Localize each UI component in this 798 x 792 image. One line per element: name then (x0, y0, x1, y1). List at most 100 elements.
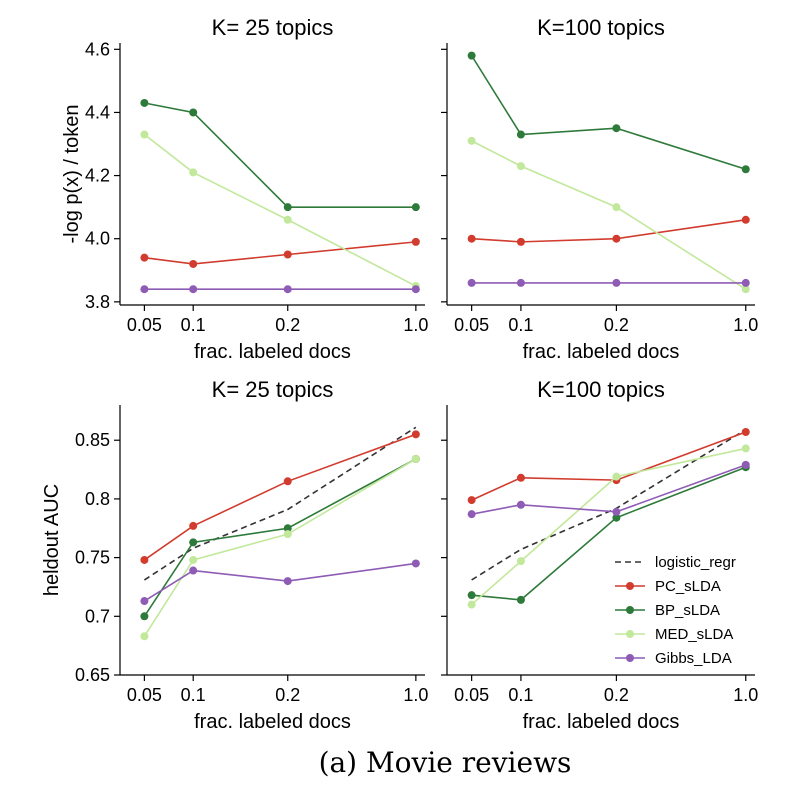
x-tick-label: 0.1 (181, 685, 206, 705)
x-tick-label: 0.1 (181, 315, 206, 335)
data-point-Gibbs_LDA (283, 577, 292, 586)
series-line-logistic_regr (143, 426, 417, 581)
data-point-Gibbs_LDA (189, 285, 198, 294)
data-point-Gibbs_LDA (516, 278, 525, 287)
panel-k25-auc: K= 25 topics 0.05 0.1 0.2 1.0 frac. labeled d… (41, 377, 428, 733)
data-point-BP_sLDA (516, 130, 525, 139)
y-axis-label: -log p(x) / token (61, 105, 83, 244)
x-tick-label: 0.2 (275, 315, 300, 335)
data-point-BP_sLDA (189, 538, 198, 547)
data-point-BP_sLDA (467, 591, 476, 600)
y-tick-label: 0.65 (75, 665, 110, 685)
data-point-PC_sLDA (189, 259, 198, 268)
series-line-MED_sLDA (471, 140, 747, 290)
data-point-PC_sLDA (283, 250, 292, 259)
x-axis-label: frac. labeled docs (523, 341, 680, 363)
data-point-PC_sLDA (140, 253, 149, 262)
x-tick-label: 0.1 (508, 685, 533, 705)
x-tick-label: 0.2 (604, 685, 629, 705)
series-line-BP_sLDA (470, 55, 747, 171)
series-line-PC_sLDA (143, 433, 417, 561)
x-tick-label: 0.1 (508, 315, 533, 335)
data-point-MED_sLDA (140, 632, 149, 641)
x-axis-label: frac. labeled docs (194, 341, 351, 363)
legend-label-MED_sLDA: MED_sLDA (655, 626, 733, 643)
series-line-Gibbs_LDA (143, 562, 416, 602)
y-tick-label: 4.0 (85, 229, 110, 249)
data-point-BP_sLDA (140, 98, 149, 107)
series-line-PC_sLDA (471, 431, 747, 501)
data-point-BP_sLDA (411, 203, 420, 212)
data-point-BP_sLDA (741, 165, 750, 174)
x-tick-label: 1.0 (403, 685, 428, 705)
data-point-PC_sLDA (140, 555, 149, 564)
series-line-PC_sLDA (471, 218, 746, 243)
data-point-MED_sLDA (612, 472, 621, 481)
x-tick-label: 0.05 (127, 315, 162, 335)
data-point-MED_sLDA (283, 215, 292, 224)
y-tick-label: 0.7 (85, 606, 110, 626)
data-point-Gibbs_LDA (741, 460, 750, 469)
data-point-MED_sLDA (411, 455, 420, 463)
data-point-PC_sLDA (516, 237, 525, 246)
series-line-BP_sLDA (471, 466, 747, 601)
data-point-BP_sLDA (283, 203, 292, 212)
series-line-Gibbs_LDA (471, 464, 747, 515)
y-tick-label: 4.6 (85, 39, 110, 59)
legend: logistic_regr PC_sLDA BP_sLDA MED_sLDA Gibbs… (615, 554, 736, 667)
data-point-Gibbs_LDA (189, 566, 198, 575)
y-tick-label: 0.75 (75, 548, 110, 568)
panel-k100-auc: K=100 topics 0.05 0.1 0.2 1.0 frac. labeled d… (441, 377, 758, 733)
panel-title: K= 25 topics (212, 377, 334, 402)
legend-label-BP_sLDA: BP_sLDA (655, 602, 720, 619)
data-point-Gibbs_LDA (411, 559, 420, 568)
data-point-Gibbs_LDA (140, 285, 149, 294)
data-point-MED_sLDA (467, 600, 476, 609)
data-point-BP_sLDA (140, 612, 149, 621)
data-point-MED_sLDA (140, 130, 149, 139)
legend-marker-MED_sLDA (626, 630, 634, 638)
data-point-MED_sLDA (741, 285, 750, 294)
data-point-BP_sLDA (516, 595, 525, 604)
data-point-PC_sLDA (189, 521, 198, 530)
data-point-MED_sLDA (516, 162, 525, 171)
y-tick-label: 4.4 (85, 102, 110, 122)
data-point-BP_sLDA (283, 524, 292, 533)
x-tick-label: 0.2 (604, 315, 629, 335)
series-line-MED_sLDA (471, 447, 746, 606)
series-line-MED_sLDA (143, 133, 417, 287)
series-line-PC_sLDA (144, 241, 416, 265)
data-point-MED_sLDA (467, 136, 476, 145)
x-axis-label: frac. labeled docs (523, 711, 680, 733)
x-tick-label: 0.05 (454, 315, 489, 335)
data-point-BP_sLDA (467, 51, 476, 60)
figure-caption: (a) Movie reviews (319, 746, 572, 779)
panel-title: K=100 topics (537, 377, 665, 402)
panel-k25-perplexity: K= 25 topics 0.05 0.1 0.2 1.0 frac. labeled d… (61, 15, 428, 363)
data-point-BP_sLDA (189, 108, 198, 117)
legend-marker-PC_sLDA (626, 582, 634, 590)
x-tick-label: 1.0 (403, 315, 428, 335)
x-tick-label: 0.05 (454, 685, 489, 705)
data-point-Gibbs_LDA (467, 510, 476, 519)
data-point-MED_sLDA (189, 168, 198, 177)
data-point-PC_sLDA (467, 234, 476, 243)
data-point-Gibbs_LDA (467, 278, 476, 287)
data-point-Gibbs_LDA (140, 597, 149, 606)
data-point-MED_sLDA (516, 557, 525, 566)
data-point-Gibbs_LDA (411, 285, 420, 294)
data-point-MED_sLDA (612, 203, 621, 212)
data-point-MED_sLDA (189, 555, 198, 564)
x-tick-label: 1.0 (733, 685, 758, 705)
data-point-BP_sLDA (612, 513, 621, 522)
series-line-MED_sLDA (143, 458, 417, 637)
data-point-PC_sLDA (283, 477, 292, 486)
data-point-BP_sLDA (612, 124, 621, 133)
legend-label-Gibbs_LDA: Gibbs_LDA (655, 650, 732, 667)
y-tick-label: 4.2 (85, 166, 110, 186)
data-point-Gibbs_LDA (612, 278, 621, 287)
legend-marker-BP_sLDA (626, 606, 634, 614)
legend-marker-Gibbs_LDA (626, 654, 634, 662)
x-axis-label: frac. labeled docs (194, 711, 351, 733)
